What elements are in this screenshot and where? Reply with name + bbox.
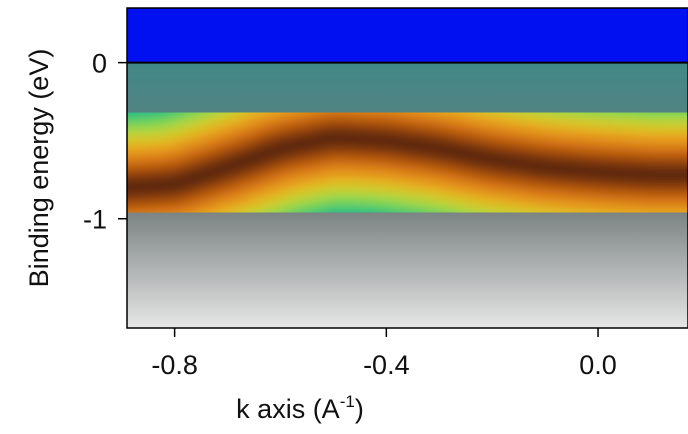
x-tick-label: 0.0 [579,350,617,380]
x-axis-label-sup: -1 [340,392,355,411]
y-tick-label: -1 [83,205,107,235]
band-intensity [127,122,688,203]
plot-area [127,8,688,328]
above-fermi-region [127,8,688,63]
y-tick-label: 0 [92,49,107,79]
x-axis-label-suffix: ) [355,394,364,424]
x-axis-label: k axis (A-1) [236,392,364,424]
band-layers [127,42,688,283]
x-tick-label: -0.8 [151,350,198,380]
x-axis-label-text: k axis (A [236,394,340,424]
plot-frame [126,7,688,329]
y-axis-label: Binding energy (eV) [24,49,54,288]
x-tick-label: -0.4 [363,350,410,380]
